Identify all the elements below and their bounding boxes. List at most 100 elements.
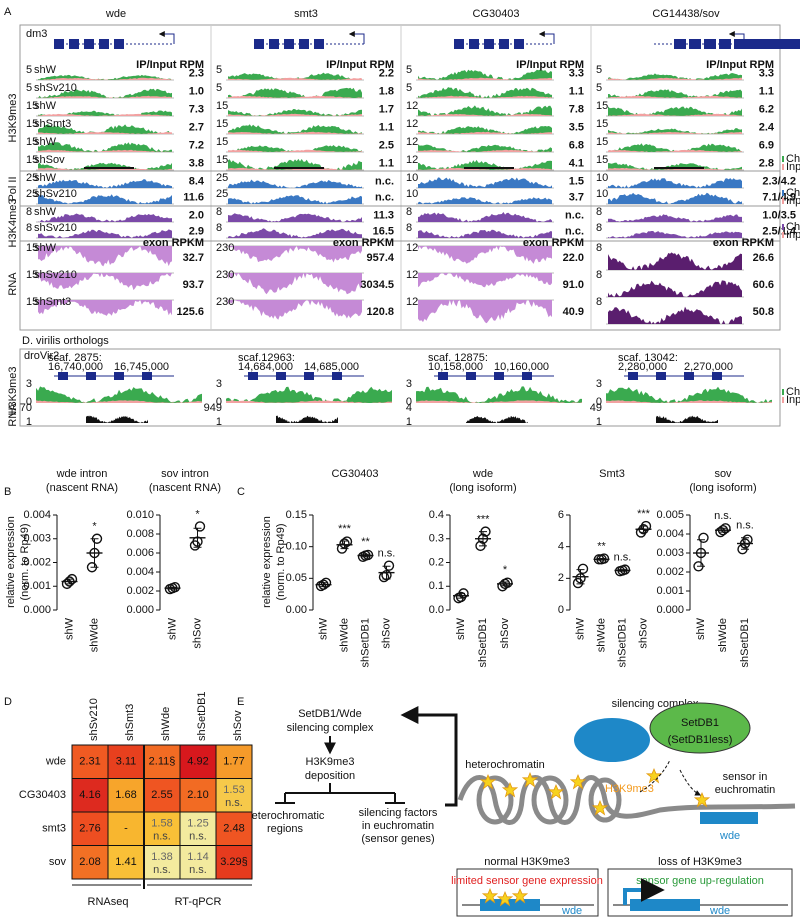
significance: n.s. <box>378 548 396 560</box>
track-value: 26.6 <box>753 252 774 264</box>
row-header: sov <box>49 856 67 868</box>
heat-cell <box>215 811 253 846</box>
panel-box <box>19 24 781 331</box>
track-scale: 1 <box>216 416 222 428</box>
exon <box>484 39 494 49</box>
legend-label: ChIP <box>786 153 800 165</box>
x-tick-label: shW <box>166 617 178 640</box>
inhibit-lines <box>275 783 405 804</box>
scaffold-label: scaf. 2875: <box>48 352 102 364</box>
track-label: shSmt3 <box>34 118 71 130</box>
cell-value: 2.55 <box>151 789 172 801</box>
legend-label: ChIP <box>786 187 800 199</box>
error-bar <box>65 578 74 585</box>
y-tick-label: 0.004 <box>23 509 51 521</box>
signal-track <box>466 416 528 423</box>
track-value: 125.6 <box>176 306 204 318</box>
y-axis-label: (norm. to Rp49) <box>275 523 287 600</box>
y-axis-label: relative expression <box>5 516 17 608</box>
chromatin <box>457 775 796 825</box>
error-bar <box>618 569 627 572</box>
signal-track <box>418 159 552 170</box>
track-scale: 12 <box>406 242 418 254</box>
heat-cell <box>143 845 181 880</box>
cell-value: 1.68 <box>115 789 136 801</box>
track-scale: 25 <box>216 188 228 200</box>
scaffold-label: scaf.12963: <box>238 352 295 364</box>
track-scale: 12 <box>406 296 418 308</box>
track-value: 16.5 <box>373 226 394 238</box>
exon <box>86 372 96 380</box>
group-label: RT-qPCR <box>175 896 222 908</box>
x-tick-label: shSetDB1 <box>739 618 751 668</box>
signal-track <box>416 400 582 403</box>
signal-track <box>418 212 552 222</box>
x-tick-label: shW <box>317 617 329 640</box>
cell-value: 3.11 <box>116 756 137 768</box>
error-bar <box>361 553 370 558</box>
gene-title: CG14438/sov <box>652 8 720 20</box>
track-value: 60.6 <box>753 279 774 291</box>
y-tick-label: 0.002 <box>126 585 154 597</box>
track-value: n.c. <box>375 192 394 204</box>
track-scale: 25 <box>216 172 228 184</box>
legend-swatch <box>782 389 784 395</box>
signal-track <box>36 386 202 403</box>
y-tick-label: 0.10 <box>286 541 307 553</box>
track-scale: 49 <box>590 402 602 414</box>
signal-track <box>228 149 362 152</box>
error-bar <box>90 538 99 568</box>
exon <box>719 39 731 49</box>
track-scale: 12 <box>406 269 418 281</box>
track-value: 120.8 <box>366 306 394 318</box>
track-label: shSmt3 <box>34 296 71 308</box>
track-scale: 4 <box>406 402 412 414</box>
track-scale: 15 <box>26 242 38 254</box>
cell-note: n.s. <box>225 797 243 809</box>
track-label: shW <box>34 136 57 148</box>
track-scale: 10 <box>406 172 418 184</box>
panel-label: B <box>4 486 11 498</box>
y-tick-label: 0.005 <box>656 509 684 521</box>
legend-label: Input <box>786 195 800 207</box>
data-point <box>194 521 206 532</box>
cell-value: 1.25 <box>187 818 208 830</box>
flow-text: SetDB1/Wde <box>298 708 362 720</box>
signal-track <box>608 280 742 297</box>
column-header: shSov <box>232 710 244 741</box>
data-point <box>577 563 589 575</box>
track-scale: 12 <box>406 100 418 112</box>
track-value: 2.3 <box>189 68 204 80</box>
tss-arrow <box>538 31 555 44</box>
x-tick-label: shW <box>574 617 586 640</box>
track-scale: 15 <box>216 100 228 112</box>
track-value: 1.1 <box>379 158 394 170</box>
track-scale: 5 <box>406 64 412 76</box>
track-value: 1.1 <box>569 86 584 98</box>
track-value: 6.8 <box>569 140 584 152</box>
track-scale: 8 <box>406 206 412 218</box>
gene-label: wde <box>719 830 740 842</box>
signal-track <box>608 162 742 170</box>
setdb1 <box>649 702 751 754</box>
data-point <box>698 532 709 543</box>
signal-track <box>228 158 362 170</box>
genome-label: dm3 <box>26 28 47 40</box>
y-tick-label: 0.3 <box>429 533 444 545</box>
complex-part <box>574 718 650 762</box>
track-label: shSv210 <box>34 222 77 234</box>
gene-box <box>630 899 700 911</box>
gene-label: wde <box>709 905 730 917</box>
row-header: smt3 <box>42 823 66 835</box>
coordinate: 2,280,000 <box>618 361 667 373</box>
signal-track <box>416 386 582 403</box>
track-scale: 0 <box>216 396 222 408</box>
signal-track <box>226 400 392 403</box>
error-bar <box>382 565 391 580</box>
track-value: 3.7 <box>569 192 584 204</box>
cell-value: 1.41 <box>115 856 136 868</box>
track-scale: 5 <box>216 82 222 94</box>
legend-swatch <box>782 164 784 170</box>
error-bar <box>457 592 465 599</box>
exon <box>114 39 124 49</box>
